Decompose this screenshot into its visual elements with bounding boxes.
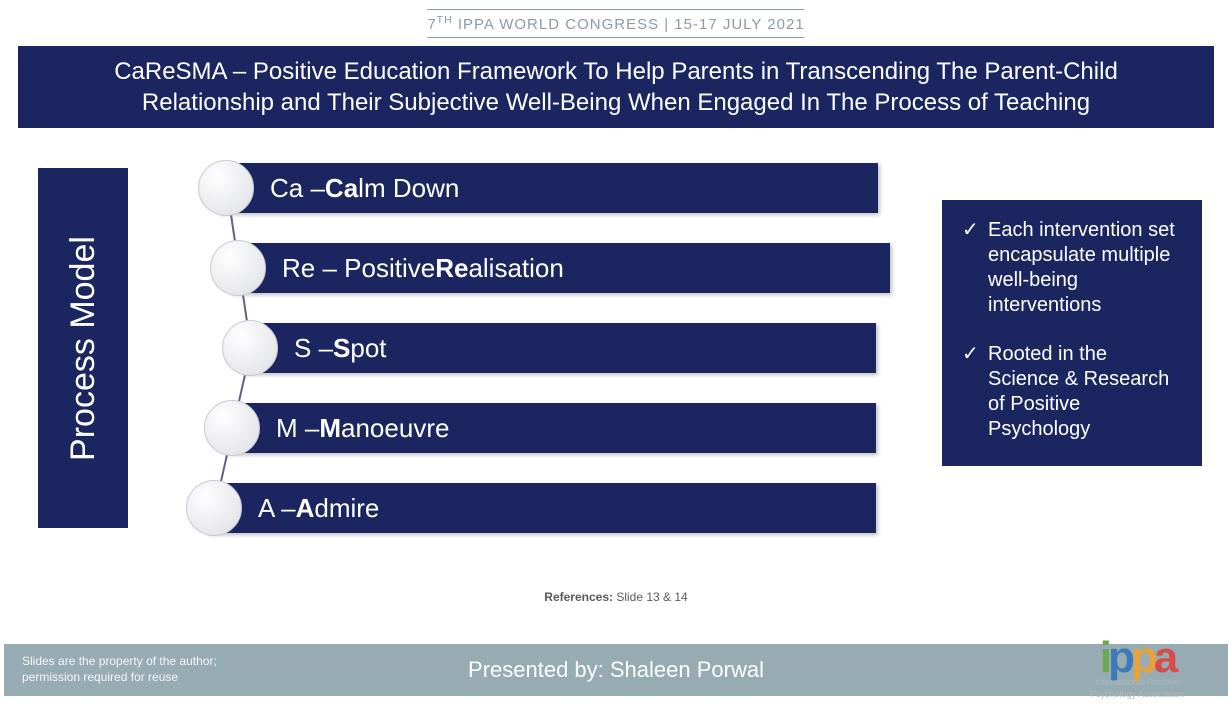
- header-pre: 7: [427, 16, 436, 33]
- title-banner: CaReSMA – Positive Education Framework T…: [18, 46, 1214, 128]
- step-bold: Ca: [325, 173, 358, 204]
- step-3: S – Spot: [168, 320, 888, 376]
- step-bold: S: [333, 333, 350, 364]
- step-bold: Re: [435, 253, 468, 284]
- step-bar: M – Manoeuvre: [224, 403, 876, 453]
- step-rest: dmire: [314, 493, 379, 524]
- step-bar: Ca – Calm Down: [218, 163, 878, 213]
- logo-letters: ippa: [1062, 639, 1212, 676]
- presenter-line: Presented by: Shaleen Porwal: [4, 657, 1228, 683]
- vertical-label-text: Process Model: [64, 236, 103, 461]
- step-circle: [198, 160, 254, 216]
- vertical-label: Process Model: [38, 168, 128, 528]
- step-rest: pot: [350, 333, 386, 364]
- step-circle: [186, 480, 242, 536]
- footer-bar: Slides are the property of the author; p…: [4, 644, 1228, 696]
- side-item-2: ✓ Rooted in the Science & Research of Po…: [962, 342, 1182, 442]
- step-prefix: Re – Positive: [282, 253, 435, 284]
- step-bar: Re – Positive Realisation: [230, 243, 890, 293]
- logo-letter-p2: p: [1131, 639, 1154, 676]
- step-rest: lm Down: [358, 173, 459, 204]
- page-header: 7TH IPPA WORLD CONGRESS | 15-17 JULY 202…: [427, 12, 804, 35]
- logo-tag-1: International Positive: [1062, 678, 1212, 688]
- step-prefix: S –: [294, 333, 333, 364]
- logo-tag-2: Psychology Association: [1062, 690, 1212, 700]
- step-1: Ca – Calm Down: [168, 160, 888, 216]
- side-item-text: Rooted in the Science & Research of Posi…: [988, 342, 1182, 442]
- ippa-logo: ippa International Positive Psychology A…: [1062, 639, 1212, 700]
- step-bold: A: [296, 493, 315, 524]
- logo-letter-p1: p: [1108, 639, 1131, 676]
- title-text: CaReSMA – Positive Education Framework T…: [114, 58, 1118, 116]
- side-item-text: Each intervention set encapsulate multip…: [988, 218, 1182, 318]
- references-line: References: Slide 13 & 14: [0, 590, 1232, 604]
- step-prefix: A –: [258, 493, 296, 524]
- step-circle: [204, 400, 260, 456]
- step-5: A – Admire: [168, 480, 888, 536]
- process-steps: Ca – Calm Down Re – Positive Realisation…: [168, 160, 888, 560]
- step-bold: M: [319, 413, 341, 444]
- step-rest: alisation: [468, 253, 563, 284]
- step-bar: A – Admire: [206, 483, 876, 533]
- check-icon: ✓: [962, 342, 984, 442]
- step-2: Re – Positive Realisation: [168, 240, 888, 296]
- side-item-1: ✓ Each intervention set encapsulate mult…: [962, 218, 1182, 318]
- header-post: IPPA WORLD CONGRESS | 15-17 JULY 2021: [453, 16, 805, 33]
- step-circle: [222, 320, 278, 376]
- step-bar: S – Spot: [242, 323, 876, 373]
- references-label: References:: [544, 590, 613, 604]
- side-panel: ✓ Each intervention set encapsulate mult…: [942, 200, 1202, 466]
- step-circle: [210, 240, 266, 296]
- step-prefix: M –: [276, 413, 319, 444]
- step-prefix: Ca –: [270, 173, 325, 204]
- references-value: Slide 13 & 14: [613, 590, 688, 604]
- step-rest: anoeuvre: [341, 413, 449, 444]
- logo-letter-i: i: [1100, 639, 1108, 676]
- header-sup: TH: [437, 14, 453, 26]
- step-4: M – Manoeuvre: [168, 400, 888, 456]
- check-icon: ✓: [962, 218, 984, 318]
- logo-letter-a: a: [1154, 639, 1174, 676]
